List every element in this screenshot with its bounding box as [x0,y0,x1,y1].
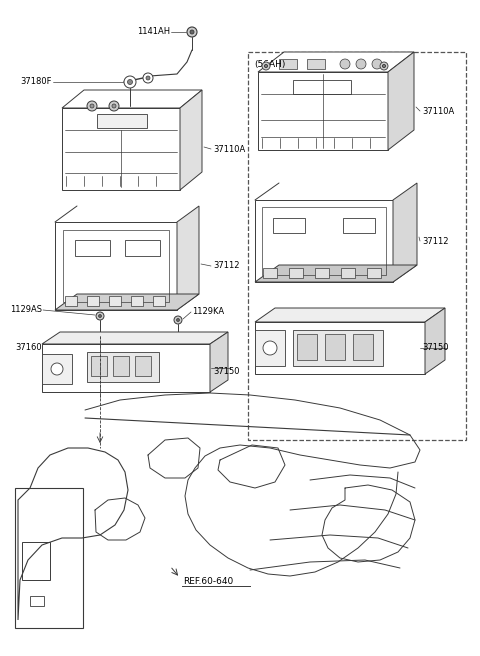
Bar [153,296,165,306]
Polygon shape [393,183,417,282]
Bar [131,296,143,306]
Polygon shape [62,108,180,190]
Circle shape [380,62,388,70]
Circle shape [383,64,385,68]
Circle shape [90,104,94,108]
Bar [15,488,83,628]
Circle shape [264,64,267,68]
Text: 1129AS: 1129AS [10,306,42,314]
Bar [22,542,50,580]
Circle shape [112,104,116,108]
Bar [97,114,147,128]
Bar [315,268,329,278]
Polygon shape [88,336,106,354]
Bar [273,218,305,233]
Text: 37150: 37150 [213,367,240,377]
Polygon shape [55,294,199,310]
Circle shape [128,79,132,85]
Circle shape [190,30,194,34]
Bar [279,59,297,69]
Bar [325,334,345,360]
Polygon shape [42,332,228,344]
Text: REF.60-640: REF.60-640 [183,577,233,586]
Bar [343,218,375,233]
Bar [353,334,373,360]
Polygon shape [210,332,228,392]
Circle shape [177,319,180,321]
Polygon shape [425,308,445,374]
Circle shape [98,314,101,318]
Polygon shape [42,354,72,384]
Text: 37110A: 37110A [422,106,454,115]
Polygon shape [177,206,199,310]
Circle shape [356,59,366,69]
Bar [341,268,355,278]
Bar [293,330,383,366]
Bar [263,268,277,278]
Bar [91,356,107,376]
Polygon shape [258,52,414,72]
Polygon shape [255,265,417,282]
Bar [135,356,151,376]
Bar [307,59,325,69]
Circle shape [109,101,119,111]
Bar [87,296,99,306]
Polygon shape [42,344,210,392]
Text: 37160: 37160 [15,344,42,352]
Circle shape [146,76,150,80]
Bar [293,80,351,94]
Bar [109,296,121,306]
Bar [30,596,44,606]
Text: 37112: 37112 [422,237,448,245]
Polygon shape [258,72,388,150]
Circle shape [143,73,153,83]
Circle shape [187,27,197,37]
Bar [367,268,381,278]
Text: 37150: 37150 [422,344,448,352]
Text: 37110A: 37110A [213,144,245,154]
Polygon shape [255,308,445,322]
Circle shape [174,316,182,324]
Circle shape [124,76,136,88]
Bar [289,268,303,278]
Circle shape [87,101,97,111]
Bar [125,240,160,256]
Polygon shape [255,322,425,374]
Bar [65,296,77,306]
Bar [113,356,129,376]
Circle shape [340,59,350,69]
Polygon shape [255,200,393,282]
Text: 37180F: 37180F [21,77,52,87]
Text: (56AH): (56AH) [254,60,286,68]
Polygon shape [55,222,177,310]
Text: 1141AH: 1141AH [137,28,170,37]
Bar [87,352,159,382]
Polygon shape [388,52,414,150]
Circle shape [263,341,277,355]
Bar [297,334,317,360]
Polygon shape [62,90,202,108]
Circle shape [372,59,382,69]
Circle shape [96,312,104,320]
Polygon shape [255,330,285,366]
Text: 37112: 37112 [213,262,240,270]
Bar [75,240,110,256]
Polygon shape [180,90,202,190]
Circle shape [262,62,270,70]
Bar [248,52,466,440]
Circle shape [51,363,63,375]
Text: 1129KA: 1129KA [192,308,224,316]
